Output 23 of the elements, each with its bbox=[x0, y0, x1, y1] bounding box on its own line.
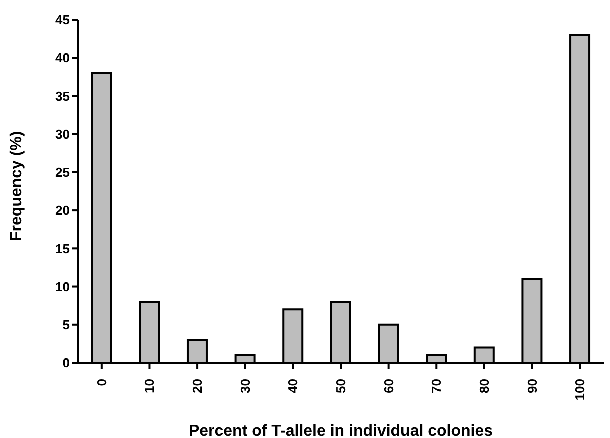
x-tick-label: 70 bbox=[429, 379, 444, 394]
y-tick-label: 45 bbox=[56, 12, 70, 28]
x-tick-label: 100 bbox=[572, 379, 588, 401]
x-axis-title: Percent of T-allele in individual colonies bbox=[188, 423, 494, 438]
y-tick-label: 15 bbox=[56, 241, 70, 256]
y-tick-label: 30 bbox=[56, 126, 70, 142]
y-tick-label: 35 bbox=[56, 88, 70, 104]
x-tick-label: 20 bbox=[190, 379, 206, 394]
x-tick-label: 80 bbox=[476, 379, 492, 394]
y-tick-label: 25 bbox=[56, 165, 70, 180]
y-tick-label: 40 bbox=[56, 50, 70, 66]
x-tick-label: 30 bbox=[238, 379, 253, 394]
x-tick-label: 0 bbox=[94, 379, 110, 386]
y-tick-label: 20 bbox=[56, 203, 70, 218]
y-axis-title: Frequency (%) bbox=[8, 131, 26, 242]
y-tick-label: 0 bbox=[62, 356, 70, 371]
x-tick-label: 10 bbox=[142, 379, 158, 394]
x-tick-label: 50 bbox=[334, 379, 348, 394]
x-tick-label: 90 bbox=[524, 379, 540, 394]
x-tick-label: 40 bbox=[286, 379, 301, 394]
x-tick-label: 60 bbox=[381, 379, 396, 394]
y-tick-label: 10 bbox=[56, 279, 70, 294]
y-tick-label: 5 bbox=[62, 318, 70, 333]
